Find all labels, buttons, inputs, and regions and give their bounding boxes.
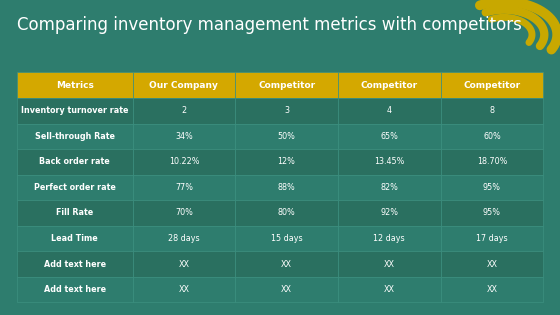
Text: 92%: 92%: [380, 209, 398, 217]
Text: 12 days: 12 days: [374, 234, 405, 243]
Text: 60%: 60%: [483, 132, 501, 141]
Text: XX: XX: [384, 260, 395, 269]
Text: Competitor: Competitor: [463, 81, 520, 90]
Text: 77%: 77%: [175, 183, 193, 192]
Text: 2: 2: [181, 106, 186, 115]
Text: XX: XX: [384, 285, 395, 294]
Text: Our Company: Our Company: [150, 81, 218, 90]
Text: 15 days: 15 days: [271, 234, 302, 243]
Text: 95%: 95%: [483, 183, 501, 192]
Text: XX: XX: [179, 260, 189, 269]
Text: Comparing inventory management metrics with competitors: Comparing inventory management metrics w…: [17, 16, 522, 34]
Text: Inventory turnover rate: Inventory turnover rate: [21, 106, 128, 115]
Text: XX: XX: [281, 285, 292, 294]
Text: 65%: 65%: [380, 132, 398, 141]
Text: Sell-through Rate: Sell-through Rate: [35, 132, 115, 141]
Text: Back order rate: Back order rate: [39, 158, 110, 166]
Text: 82%: 82%: [380, 183, 398, 192]
Text: Perfect order rate: Perfect order rate: [34, 183, 116, 192]
Text: Metrics: Metrics: [56, 81, 94, 90]
Text: 10.22%: 10.22%: [169, 158, 199, 166]
Text: 12%: 12%: [278, 158, 296, 166]
Text: Competitor: Competitor: [258, 81, 315, 90]
Text: 8: 8: [489, 106, 494, 115]
Text: 28 days: 28 days: [168, 234, 200, 243]
Text: XX: XX: [179, 285, 189, 294]
Text: 13.45%: 13.45%: [374, 158, 404, 166]
Text: 50%: 50%: [278, 132, 296, 141]
Text: 3: 3: [284, 106, 289, 115]
Text: 17 days: 17 days: [476, 234, 508, 243]
Text: Add text here: Add text here: [44, 285, 106, 294]
Text: XX: XX: [487, 285, 497, 294]
Text: Add text here: Add text here: [44, 260, 106, 269]
Text: Fill Rate: Fill Rate: [56, 209, 94, 217]
Text: 80%: 80%: [278, 209, 296, 217]
Text: 4: 4: [387, 106, 392, 115]
Text: 34%: 34%: [175, 132, 193, 141]
Text: 18.70%: 18.70%: [477, 158, 507, 166]
Text: 70%: 70%: [175, 209, 193, 217]
Text: Lead Time: Lead Time: [52, 234, 98, 243]
Text: XX: XX: [487, 260, 497, 269]
Text: 88%: 88%: [278, 183, 296, 192]
Text: Competitor: Competitor: [361, 81, 418, 90]
Text: XX: XX: [281, 260, 292, 269]
Text: 95%: 95%: [483, 209, 501, 217]
